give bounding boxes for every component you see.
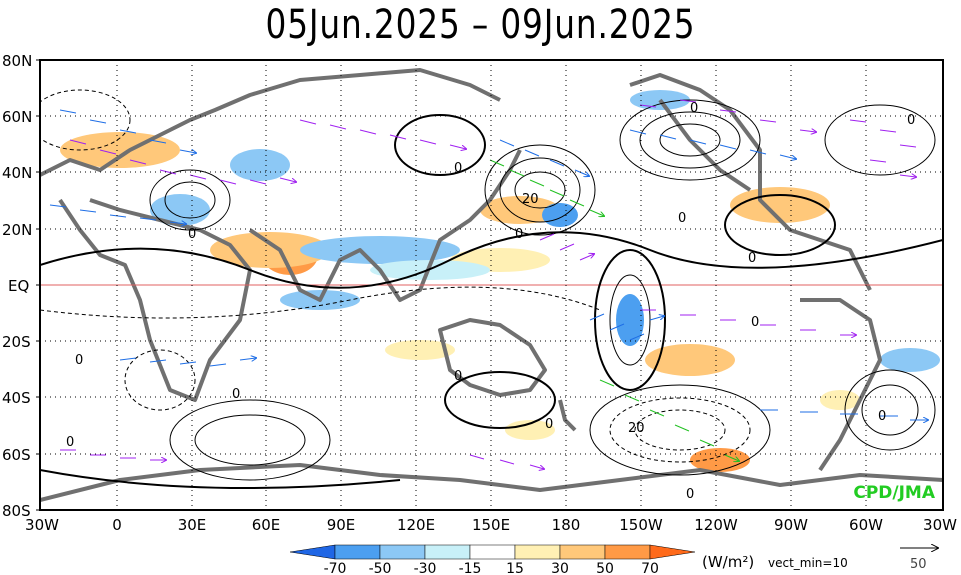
colorbar-swatch [514, 544, 561, 560]
lat-label: 40S [2, 389, 31, 407]
lat-label: 40N [2, 164, 32, 182]
colorbar: -70 -50 -30 -15 15 30 50 70 (W/m²) vect_… [289, 544, 938, 575]
lon-label: 30W [923, 516, 957, 534]
colorbar-swatch [649, 544, 696, 560]
contour-label: 20 [522, 192, 539, 207]
contour-label: 0 [454, 161, 462, 176]
axis-ticks [36, 59, 40, 511]
chart-title: 05Jun.2025 – 09Jun.2025 [265, 2, 696, 48]
lon-label: 120W [694, 516, 738, 534]
lon-label: 0 [112, 516, 122, 534]
colorbar-tick: 30 [551, 561, 569, 575]
contour-label: 0 [188, 227, 196, 242]
lat-label: 20S [2, 333, 31, 351]
credit-label: CPD/JMA [853, 483, 935, 503]
colorbar-unit: (W/m²) [702, 553, 754, 571]
lat-label: 80N [2, 52, 32, 70]
contour-label: 0 [515, 227, 523, 242]
colorbar-tick: 70 [641, 561, 659, 575]
contour-label: 0 [454, 369, 462, 384]
colorbar-tick: 15 [506, 561, 524, 575]
lon-label: 30E [178, 516, 207, 534]
contour-label: 0 [66, 435, 74, 450]
contour-label-group: 0 0 0 0 0 0 0 0 20 0 0 0 0 0 20 0 0 [66, 101, 915, 502]
grid-lines [40, 60, 943, 510]
colorbar-ticks: -70 -50 -30 -15 15 30 50 70 [324, 561, 659, 575]
lat-label: 20N [2, 221, 32, 239]
contour-label: 0 [690, 101, 698, 116]
contour-label: 0 [751, 315, 759, 330]
lat-label: 60N [2, 108, 32, 126]
colorbar-swatch [289, 544, 336, 560]
wave-activity-vectors [49, 99, 928, 469]
colorbar-tick: -15 [459, 561, 482, 575]
contour-label: 0 [878, 409, 886, 424]
contour-label: 0 [686, 487, 694, 502]
colorbar-tick: -50 [369, 561, 392, 575]
lon-label: 90W [774, 516, 808, 534]
reference-vector-value: 50 [910, 557, 927, 572]
lon-label: 180 [552, 516, 581, 534]
lon-label: 150W [619, 516, 663, 534]
lat-label: 80S [2, 502, 31, 520]
lon-label: 60W [849, 516, 883, 534]
contour-label: 0 [748, 251, 756, 266]
colorbar-swatch [559, 544, 606, 560]
lat-label: 60S [2, 446, 31, 464]
contour-label: 0 [75, 353, 83, 368]
lat-label: EQ [8, 277, 29, 295]
lon-label: 150E [472, 516, 510, 534]
colorbar-tick: -70 [324, 561, 347, 575]
vector-min-label: vect_min=10 [768, 556, 848, 570]
lon-label: 30W [25, 516, 59, 534]
colorbar-tick: -30 [414, 561, 437, 575]
contour-label: 0 [545, 417, 553, 432]
contour-label: 20 [628, 421, 645, 436]
colorbar-swatch [469, 544, 516, 560]
lon-label: 60E [252, 516, 281, 534]
colorbar-swatch [424, 544, 471, 560]
map-field: 0 0 0 0 0 0 0 0 20 0 0 0 0 0 20 0 0 CPD/… [40, 60, 943, 510]
longitude-labels: 30W 0 30E 60E 90E 120E 150E 180 150W 120… [25, 516, 957, 534]
lon-label: 120E [397, 516, 435, 534]
contour-label: 0 [232, 387, 240, 402]
colorbar-tick: 50 [596, 561, 614, 575]
lon-label: 90E [327, 516, 356, 534]
colorbar-swatch [379, 544, 426, 560]
colorbar-swatch [334, 544, 381, 560]
latitude-labels: 80N 60N 40N 20N EQ 20S 40S 60S 80S [2, 52, 32, 520]
colorbar-swatch [604, 544, 651, 560]
contour-label: 0 [678, 211, 686, 226]
contour-label: 0 [907, 113, 915, 128]
